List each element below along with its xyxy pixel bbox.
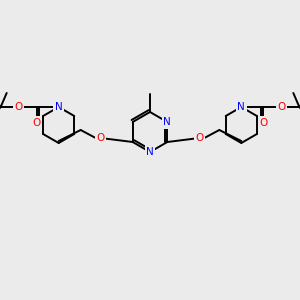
Text: O: O bbox=[259, 118, 267, 128]
Text: O: O bbox=[15, 102, 23, 112]
Text: O: O bbox=[195, 133, 203, 143]
Text: N: N bbox=[146, 147, 154, 157]
Text: O: O bbox=[277, 102, 285, 112]
Text: N: N bbox=[55, 102, 63, 112]
Text: N: N bbox=[237, 102, 245, 112]
Text: O: O bbox=[33, 118, 41, 128]
Text: O: O bbox=[97, 133, 105, 143]
Text: N: N bbox=[164, 117, 171, 127]
